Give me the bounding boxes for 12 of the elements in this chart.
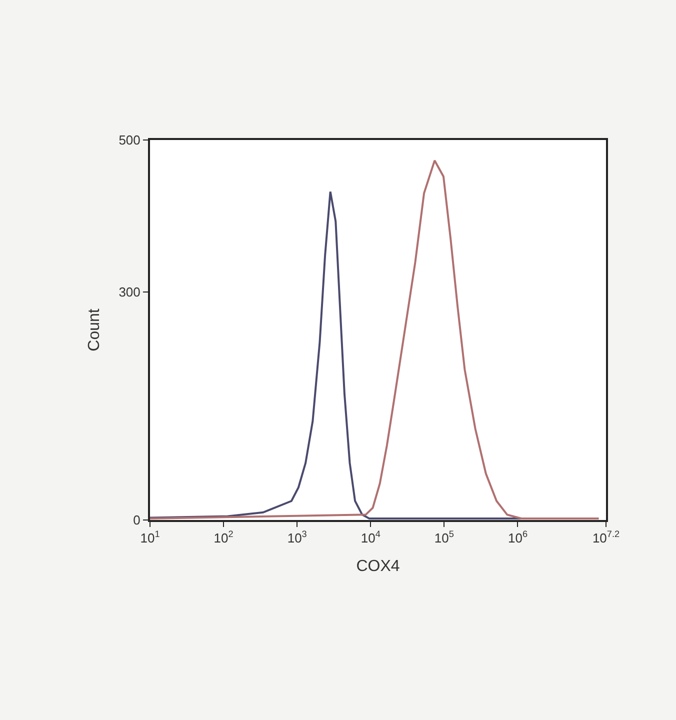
y-tick-label: 500 <box>118 132 140 148</box>
x-tick-label: 10$^{7.2}$ <box>592 529 620 546</box>
x-tick-label: 10$^{2}$ <box>214 529 234 546</box>
x-tick-label: 10$^{4}$ <box>360 529 380 546</box>
y-axis-title: Count <box>86 308 104 352</box>
x-tick-label: 10$^{6}$ <box>508 529 528 546</box>
x-tick-label: 10$^{5}$ <box>434 529 454 546</box>
x-axis-title: COX4 <box>356 558 400 575</box>
y-tick-label: 300 <box>118 284 140 300</box>
x-tick-label: 10$^{1}$ <box>140 529 160 546</box>
y-tick-label: 0 <box>133 512 140 528</box>
x-tick-label: 10$^{3}$ <box>287 529 307 546</box>
